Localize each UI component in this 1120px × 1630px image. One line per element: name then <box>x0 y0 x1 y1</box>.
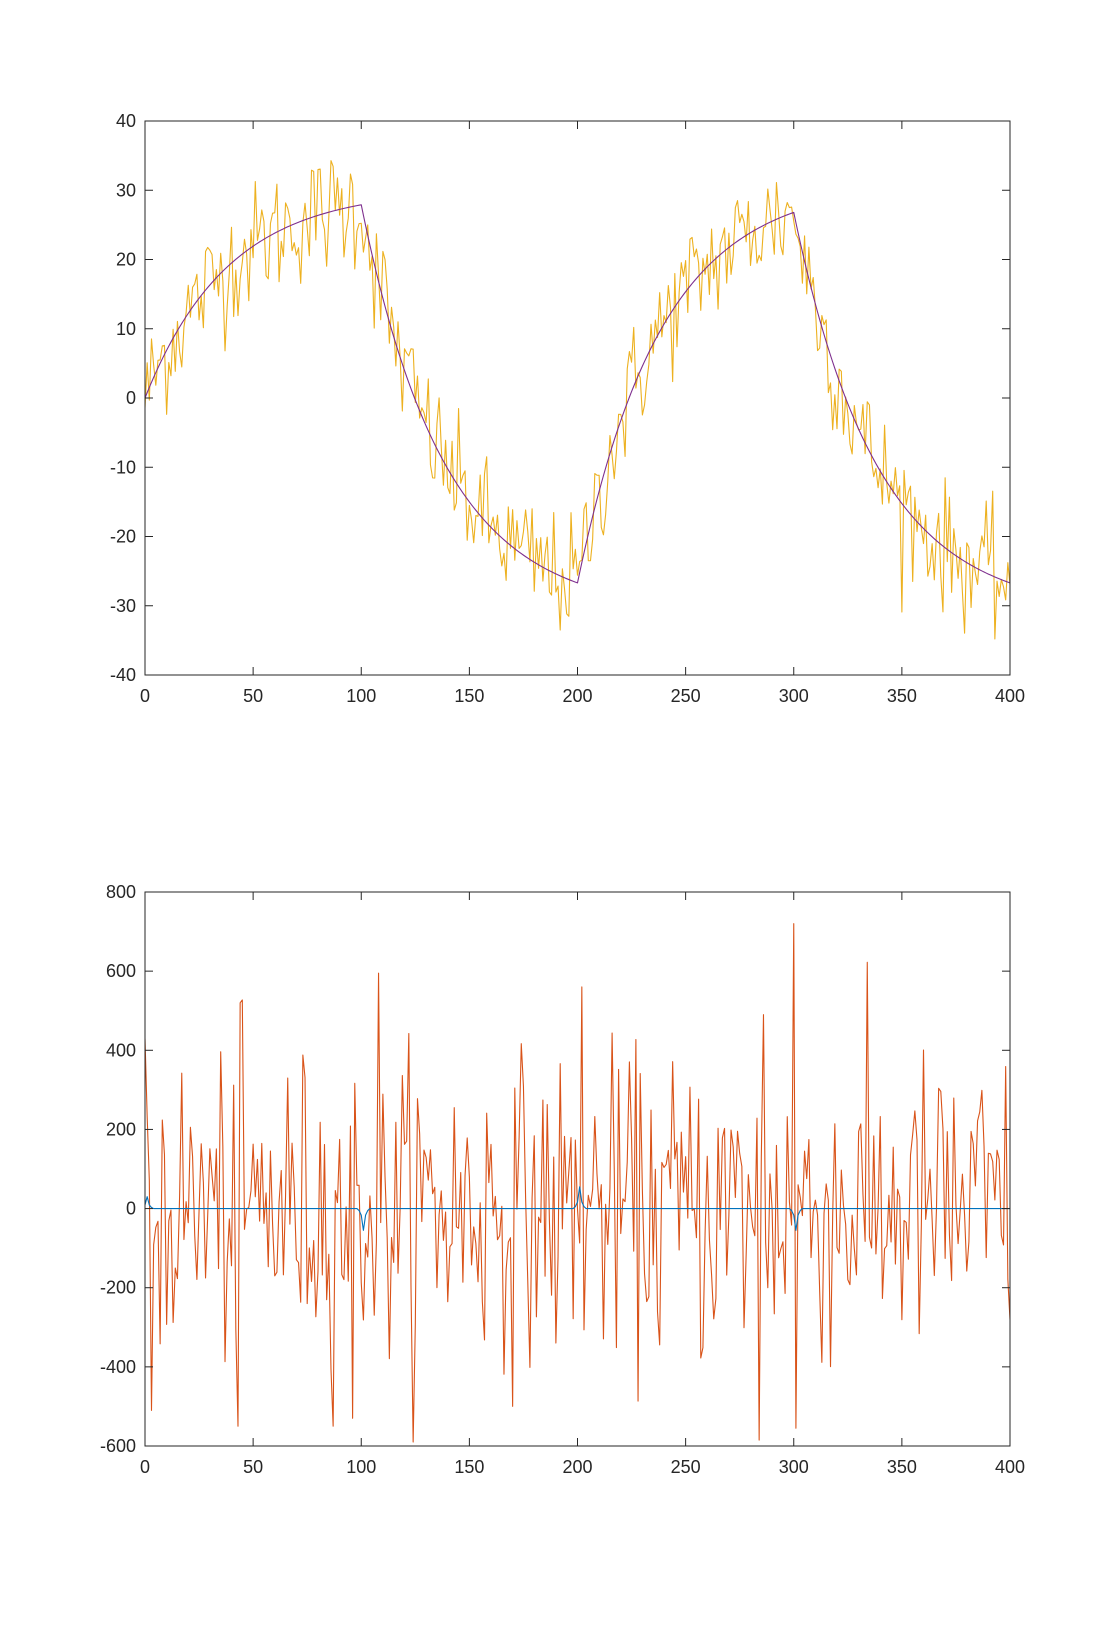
top-chart: 0 50 100 150 200 250 300 350 400403020100-10-20-… <box>110 111 1025 706</box>
y-tick-label: -30 <box>110 596 136 616</box>
x-tick-label: 250 <box>671 686 701 706</box>
x-tick-label: 250 <box>671 1457 701 1477</box>
x-tick-label: 400 <box>995 1457 1025 1477</box>
y-tick-label: 30 <box>116 180 136 200</box>
series-group <box>145 923 1010 1443</box>
series-group <box>145 160 1010 640</box>
x-tick-label: 350 <box>887 1457 917 1477</box>
y-tick-label: 10 <box>116 319 136 339</box>
bottom-chart: 0 50 100 150 200 250 300 350 400 800 600 400 200 0 -20… <box>100 882 1025 1477</box>
y-tick-label: 0 <box>126 1199 136 1219</box>
y-tick-label: 600 <box>106 961 136 981</box>
x-tick-label: 350 <box>887 686 917 706</box>
y-tick-label: -10 <box>110 457 136 477</box>
y-tick-label: -400 <box>100 1357 136 1377</box>
x-tick-label: 150 <box>454 1457 484 1477</box>
y-tick-label: -600 <box>100 1436 136 1456</box>
y-tick-label: 40 <box>116 111 136 131</box>
x-tick-label: 100 <box>346 1457 376 1477</box>
y-tick-label: -200 <box>100 1278 136 1298</box>
y-tick-label: 200 <box>106 1119 136 1139</box>
x-tick-label: 50 <box>243 1457 263 1477</box>
y-tick-label: -20 <box>110 527 136 547</box>
x-tick-label: 100 <box>346 686 376 706</box>
y-tick-label: 800 <box>106 882 136 902</box>
x-tick-label: 0 <box>140 1457 150 1477</box>
x-tick-label: 200 <box>562 1457 592 1477</box>
x-tick-label: 50 <box>243 686 263 706</box>
y-tick-label: -40 <box>110 665 136 685</box>
series-line-2 <box>145 1186 1010 1231</box>
x-tick-label: 300 <box>779 1457 809 1477</box>
series-line-2 <box>145 204 1010 584</box>
x-tick-label: 200 <box>562 686 592 706</box>
x-tick-label: 300 <box>779 686 809 706</box>
y-tick-label: 400 <box>106 1040 136 1060</box>
y-tick-label: 20 <box>116 250 136 270</box>
series-line-1 <box>145 923 1010 1443</box>
x-tick-label: 400 <box>995 686 1025 706</box>
y-tick-label: 0 <box>126 388 136 408</box>
series-line-1 <box>145 160 1010 640</box>
x-tick-label: 0 <box>140 686 150 706</box>
x-tick-label: 150 <box>454 686 484 706</box>
